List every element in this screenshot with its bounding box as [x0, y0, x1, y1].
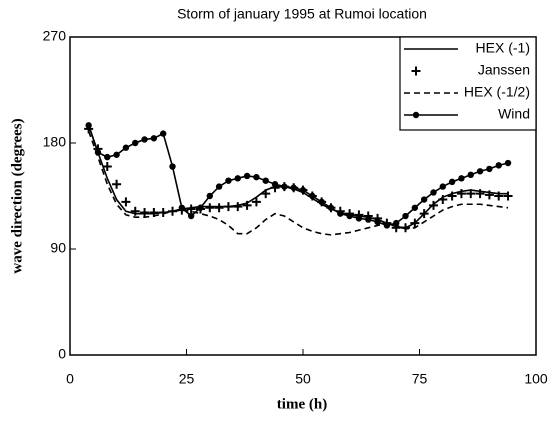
legend-label: Janssen [478, 62, 530, 78]
point [253, 173, 260, 181]
point [261, 189, 271, 199]
point [122, 144, 130, 151]
point [141, 136, 148, 143]
point [467, 171, 474, 178]
point [318, 198, 325, 206]
point [494, 191, 504, 201]
legend-label: HEX (-1) [476, 40, 530, 56]
point [438, 195, 448, 205]
point [355, 215, 363, 222]
point [448, 178, 456, 186]
point [112, 179, 122, 189]
x-tick-label: 100 [524, 371, 548, 387]
point [223, 202, 233, 212]
point [178, 204, 186, 211]
line [87, 125, 509, 229]
point [411, 66, 421, 76]
chart-title: Storm of january 1995 at Rumoi location [177, 6, 427, 22]
point [160, 130, 167, 137]
point [186, 204, 196, 214]
y-tick-label: 270 [43, 28, 67, 44]
point [430, 189, 437, 196]
x-tick-label: 50 [295, 371, 311, 387]
point [456, 189, 466, 199]
legend-label: Wind [498, 106, 530, 122]
point [104, 153, 111, 161]
point [243, 172, 251, 180]
point [466, 189, 476, 199]
x-tick-label: 25 [179, 371, 195, 387]
point [486, 165, 493, 173]
point [346, 212, 353, 220]
point [383, 222, 391, 229]
point [327, 204, 335, 211]
point [150, 135, 158, 142]
point [420, 196, 428, 203]
point [393, 219, 400, 227]
point [299, 186, 307, 194]
point [187, 212, 195, 220]
point [309, 192, 316, 200]
point [169, 163, 176, 170]
point [206, 192, 213, 200]
point [251, 197, 261, 207]
point [242, 200, 252, 210]
point [484, 190, 494, 200]
point [205, 203, 215, 213]
point [281, 183, 288, 190]
point [234, 175, 241, 182]
legend-label: HEX (-1/2) [464, 84, 530, 100]
y-tick-label: 90 [50, 240, 66, 256]
point [439, 183, 446, 190]
x-axis-label: time (h) [277, 396, 327, 412]
point [102, 162, 112, 172]
point [94, 149, 102, 156]
point [197, 204, 204, 211]
point [412, 111, 420, 119]
y-tick-label: 180 [43, 134, 67, 150]
y-axis-label: wave direction (degrees) [9, 118, 25, 273]
point [215, 183, 223, 190]
point [365, 216, 372, 223]
point [140, 207, 150, 217]
x-tick-label: 0 [66, 371, 74, 387]
point [85, 122, 92, 129]
point [419, 209, 429, 219]
x-tick-label: 75 [412, 371, 428, 387]
point [410, 218, 420, 228]
line [87, 125, 509, 227]
point [290, 184, 297, 191]
point [225, 177, 232, 184]
point [262, 177, 269, 184]
point [476, 168, 484, 175]
point [411, 204, 419, 211]
line [87, 130, 509, 236]
point [130, 206, 140, 216]
point [113, 151, 120, 158]
point [121, 197, 131, 207]
point [447, 191, 457, 201]
point [132, 139, 139, 147]
point [337, 210, 344, 217]
point [475, 189, 485, 199]
point [402, 212, 409, 220]
point [458, 175, 465, 182]
point [214, 203, 224, 213]
point [504, 159, 512, 167]
point [271, 181, 279, 188]
point [374, 218, 381, 226]
point [495, 162, 502, 169]
point [233, 202, 243, 212]
point [428, 200, 438, 210]
y-tick-label: 0 [58, 346, 66, 362]
point [503, 191, 513, 201]
